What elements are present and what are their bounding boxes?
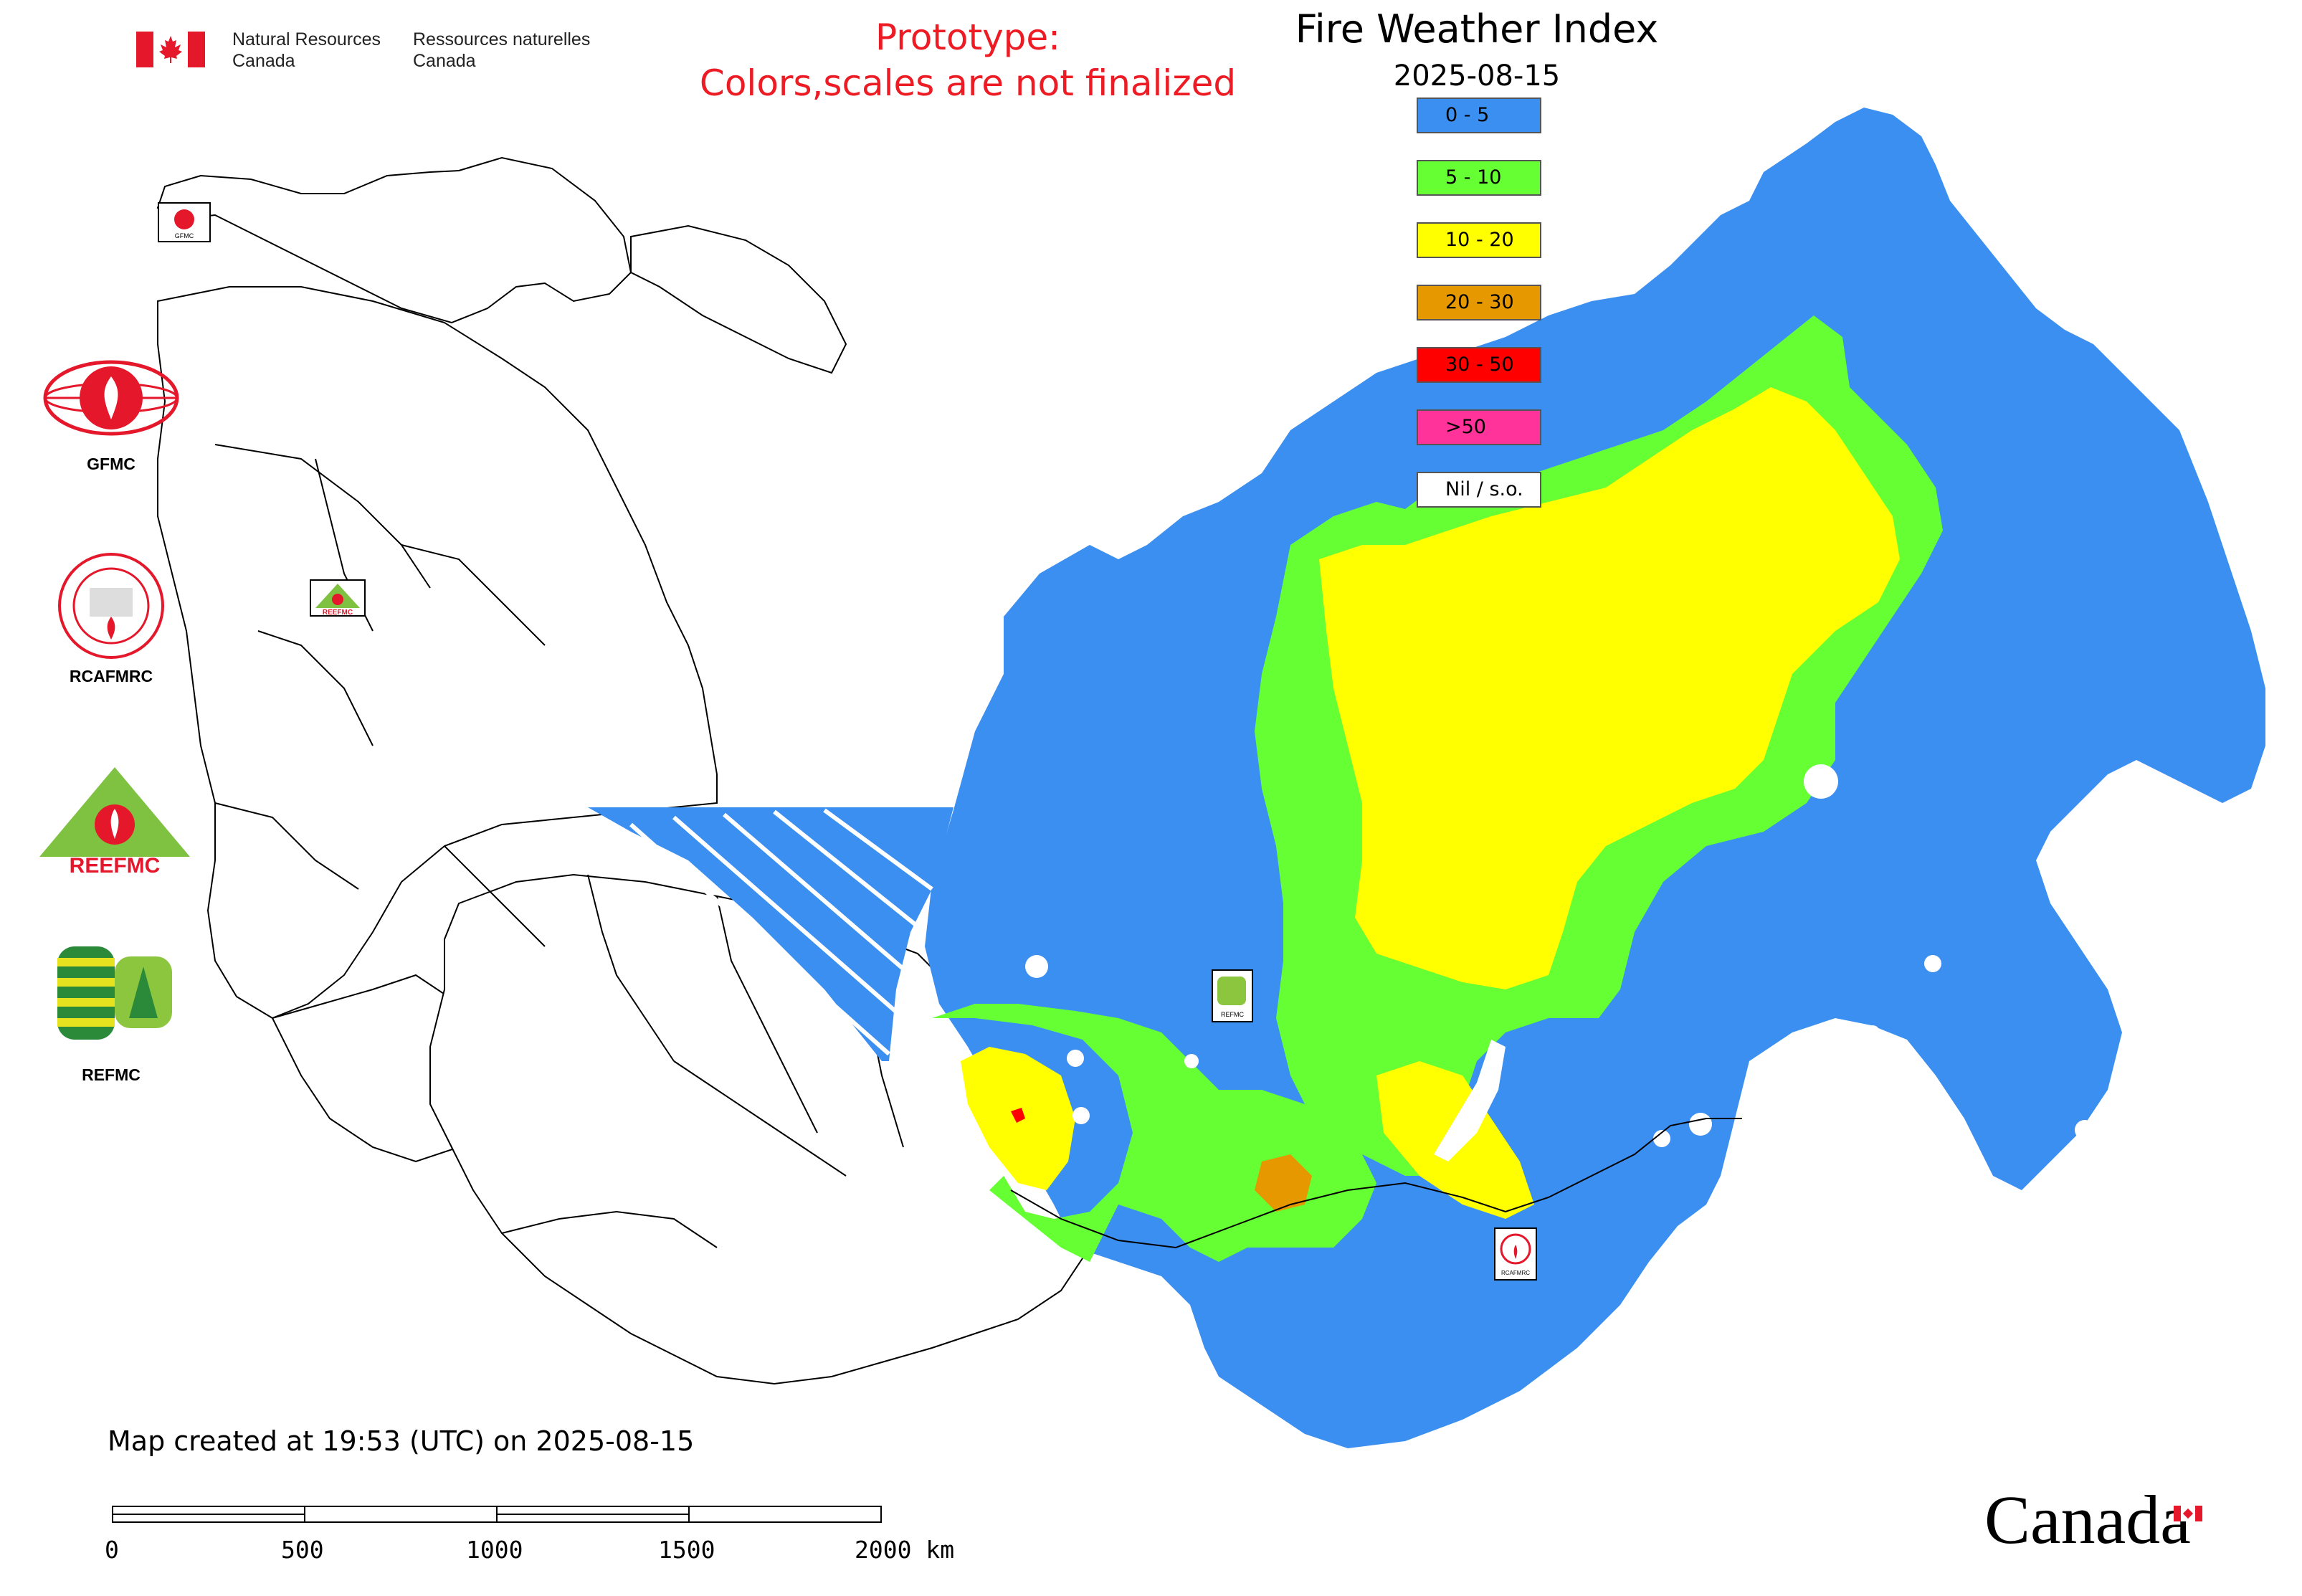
- dept-name-fr: Ressources naturelles Canada: [413, 29, 591, 71]
- svg-text:RCAFMRC: RCAFMRC: [1501, 1270, 1530, 1276]
- kola-peninsula-outline: [630, 224, 847, 374]
- map-title: Fire Weather Index: [1295, 6, 1659, 52]
- scale-label-1500: 1500: [658, 1536, 715, 1564]
- refmc-logo-icon: [57, 946, 172, 1040]
- scale-label-1000: 1000: [466, 1536, 523, 1564]
- map-date: 2025-08-15: [1393, 60, 1561, 92]
- country-outlines: [156, 156, 1091, 1385]
- reefmc-marker-icon: REEFMC: [310, 579, 366, 617]
- prototype-line-2: Colors,scales are not finalized: [699, 62, 1237, 104]
- legend-item-over-50: >50: [1417, 409, 1541, 445]
- scandinavia-outline: [156, 156, 632, 324]
- nrcan-signature: Natural Resources Canada Ressources natur…: [136, 29, 590, 75]
- fwi-zone-20-30: [1255, 1154, 1312, 1212]
- legend-item-0-5: 0 - 5: [1417, 98, 1541, 133]
- refmc-marker-icon: REFMC: [1212, 969, 1253, 1022]
- gfmc-marker-icon: GFMC: [158, 202, 211, 242]
- artifact-stripes: [629, 808, 933, 1056]
- lake-baikal: [1434, 1040, 1506, 1162]
- agency-label-rcafmrc: RCAFMRC: [69, 667, 153, 685]
- fwi-zone-10-20-north: [1319, 387, 1900, 989]
- agency-label-refmc: REFMC: [82, 1065, 141, 1084]
- svg-text:REEFMC: REEFMC: [323, 609, 353, 617]
- southern-border-line: [1010, 1118, 1742, 1249]
- fwi-legend: 0 - 5 5 - 10 10 - 20 20 - 30 30 - 50 >50…: [1417, 98, 1544, 534]
- canada-wordmark: Canada: [1984, 1481, 2191, 1558]
- svg-text:REFMC: REFMC: [1221, 1011, 1244, 1018]
- gfmc-logo-icon: [43, 360, 179, 436]
- rcafmrc-logo-icon: [58, 553, 164, 659]
- canada-flag-icon: [136, 32, 205, 67]
- legend-item-20-30: 20 - 30: [1417, 285, 1541, 320]
- fwi-zone-30-50: [1011, 1108, 1025, 1123]
- scale-label-0: 0: [105, 1536, 119, 1564]
- scale-label-2000: 2000 km: [855, 1536, 955, 1564]
- legend-item-nil: Nil / s.o.: [1417, 472, 1541, 508]
- agency-label-gfmc: GFMC: [87, 455, 135, 473]
- svg-text:REEFMC: REEFMC: [70, 854, 161, 875]
- prototype-line-1: Prototype:: [875, 16, 1061, 58]
- wordmark-flag-icon: [2174, 1506, 2202, 1521]
- fwi-raster: [588, 108, 2265, 1448]
- scale-bar: [112, 1506, 882, 1524]
- country-border-lines: [214, 444, 904, 1248]
- artifact-stripe-region: [588, 807, 953, 1061]
- map-creation-timestamp: Map created at 19:53 (UTC) on 2025-08-15: [108, 1425, 695, 1457]
- dept-name-en: Natural Resources Canada: [232, 29, 381, 71]
- prototype-notice: Prototype: Colors,scales are not finaliz…: [645, 14, 1290, 106]
- legend-item-10-20: 10 - 20: [1417, 222, 1541, 258]
- svg-text:GFMC: GFMC: [175, 232, 194, 239]
- scale-label-500: 500: [281, 1536, 324, 1564]
- legend-item-30-50: 30 - 50: [1417, 347, 1541, 383]
- legend-item-5-10: 5 - 10: [1417, 160, 1541, 196]
- rcafmrc-marker-icon: RCAFMRC: [1494, 1227, 1537, 1281]
- reefmc-logo-icon: REEFMC: [39, 767, 190, 875]
